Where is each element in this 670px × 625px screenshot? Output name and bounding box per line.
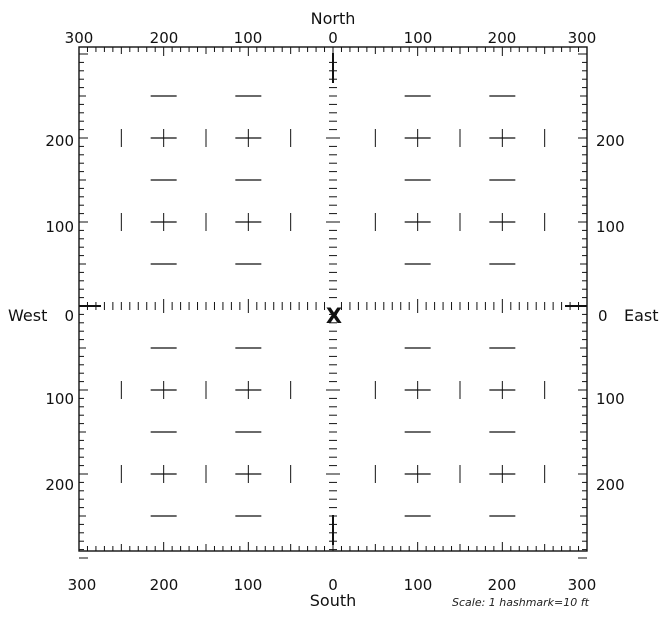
grid-markers — [120, 95, 546, 517]
bottom-tick-label: 100 — [404, 576, 433, 594]
right-tick-label: 100 — [596, 390, 625, 408]
south-label: South — [310, 591, 357, 610]
scale-note: Scale: 1 hashmark=10 ft — [452, 596, 590, 609]
top-tick-label: 100 — [404, 29, 433, 47]
top-tick-label: 0 — [328, 29, 338, 47]
north-label: North — [311, 9, 356, 28]
top-tick-label: 200 — [488, 29, 517, 47]
right-tick-label: 200 — [596, 476, 625, 494]
bottom-tick-label: 300 — [68, 576, 97, 594]
east-label: East — [624, 306, 659, 325]
axis-hashmarks — [79, 53, 587, 551]
top-tick-label: 200 — [150, 29, 179, 47]
bottom-tick-label: 200 — [150, 576, 179, 594]
bottom-tick-label: 0 — [328, 576, 338, 594]
left-tick-label: 100 — [45, 218, 74, 236]
left-tick-label: 200 — [45, 476, 74, 494]
bottom-tick-label: 100 — [234, 576, 263, 594]
top-tick-label: 300 — [65, 29, 94, 47]
left-tick-label: 0 — [64, 307, 74, 325]
right-tick-label: 100 — [596, 218, 625, 236]
left-tick-labels: 200 100 0 100 200 — [45, 132, 74, 494]
bottom-tick-label: 300 — [568, 576, 597, 594]
top-tick-label: 100 — [234, 29, 263, 47]
map-border — [78, 46, 588, 552]
left-tick-label: 100 — [45, 390, 74, 408]
origin-marker: X — [326, 304, 342, 328]
top-tick-label: 300 — [568, 29, 597, 47]
right-tick-label: 200 — [596, 132, 625, 150]
right-tick-label: 0 — [598, 307, 608, 325]
left-tick-label: 200 — [45, 132, 74, 150]
bottom-tick-label: 200 — [488, 576, 517, 594]
top-tick-labels: 300 200 100 0 100 200 300 — [65, 29, 597, 47]
bottom-tick-labels: 300 200 100 0 100 200 300 — [68, 576, 597, 594]
right-tick-labels: 200 100 0 100 200 — [596, 132, 625, 494]
west-label: West — [8, 306, 47, 325]
